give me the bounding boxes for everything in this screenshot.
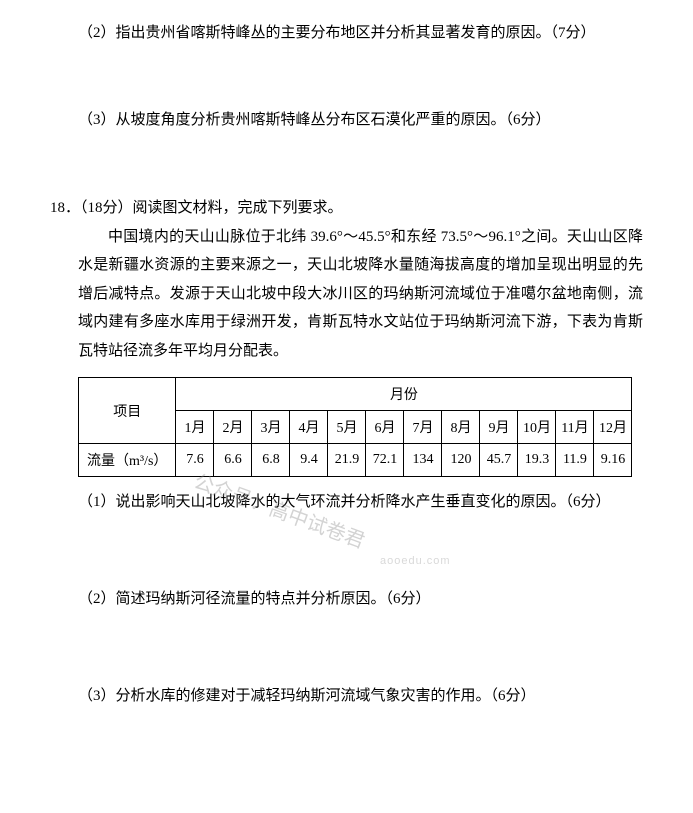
table-value-cell: 11.9 [556, 444, 594, 477]
question-3-text: （3）从坡度角度分析贵州喀斯特峰丛分布区石漠化严重的原因。（6分） [78, 112, 551, 128]
question-18-2-text: （2）简述玛纳斯河径流量的特点并分析原因。（6分） [78, 591, 431, 607]
table-value-cell: 72.1 [366, 444, 404, 477]
table-months-header: 月份 [176, 378, 632, 411]
question-3: （3）从坡度角度分析贵州喀斯特峰丛分布区石漠化严重的原因。（6分） [50, 107, 643, 134]
table-value-cell: 6.8 [252, 444, 290, 477]
table-row-header-flow: 流量（m³/s） [79, 444, 176, 477]
question-2: （2）指出贵州省喀斯特峰丛的主要分布地区并分析其显著发育的原因。（7分） [50, 20, 643, 47]
table-value-cell: 6.6 [214, 444, 252, 477]
question-18-passage: 中国境内的天山山脉位于北纬 39.6°～45.5°和东经 73.5°～96.1°… [50, 223, 643, 366]
table-month-cell: 3月 [252, 411, 290, 444]
table-month-cell: 9月 [480, 411, 518, 444]
question-2-text: （2）指出贵州省喀斯特峰丛的主要分布地区并分析其显著发育的原因。（7分） [78, 25, 596, 41]
table-value-cell: 7.6 [176, 444, 214, 477]
watermark-url: aooedu.com [380, 555, 451, 567]
flow-data-table: 项目 月份 1月 2月 3月 4月 5月 6月 7月 8月 9月 10月 11月… [78, 377, 632, 477]
table-month-cell: 2月 [214, 411, 252, 444]
table-month-cell: 10月 [518, 411, 556, 444]
table-value-cell: 19.3 [518, 444, 556, 477]
table-month-cell: 7月 [404, 411, 442, 444]
table-value-cell: 134 [404, 444, 442, 477]
table-month-cell: 12月 [594, 411, 632, 444]
question-18: 18．（18分）阅读图文材料，完成下列要求。 中国境内的天山山脉位于北纬 39.… [50, 194, 643, 365]
question-18-2: （2）简述玛纳斯河径流量的特点并分析原因。（6分） [50, 586, 643, 613]
question-18-3-text: （3）分析水库的修建对于减轻玛纳斯河流域气象灾害的作用。（6分） [78, 688, 536, 704]
question-18-3: （3）分析水库的修建对于减轻玛纳斯河流域气象灾害的作用。（6分） [50, 683, 643, 710]
table-month-cell: 11月 [556, 411, 594, 444]
table-month-cell: 6月 [366, 411, 404, 444]
table-row-header-project: 项目 [79, 378, 176, 444]
table-values-row: 流量（m³/s） 7.6 6.6 6.8 9.4 21.9 72.1 134 1… [79, 444, 632, 477]
question-18-header: 18．（18分）阅读图文材料，完成下列要求。 [50, 194, 643, 223]
question-18-1: （1）说出影响天山北坡降水的大气环流并分析降水产生垂直变化的原因。（6分） [50, 489, 643, 516]
table-value-cell: 45.7 [480, 444, 518, 477]
table-value-cell: 21.9 [328, 444, 366, 477]
table-value-cell: 9.16 [594, 444, 632, 477]
table-month-cell: 8月 [442, 411, 480, 444]
table-month-cell: 5月 [328, 411, 366, 444]
table-value-cell: 9.4 [290, 444, 328, 477]
table-month-cell: 4月 [290, 411, 328, 444]
table-month-cell: 1月 [176, 411, 214, 444]
question-18-1-text: （1）说出影响天山北坡降水的大气环流并分析降水产生垂直变化的原因。（6分） [78, 494, 611, 510]
table-value-cell: 120 [442, 444, 480, 477]
